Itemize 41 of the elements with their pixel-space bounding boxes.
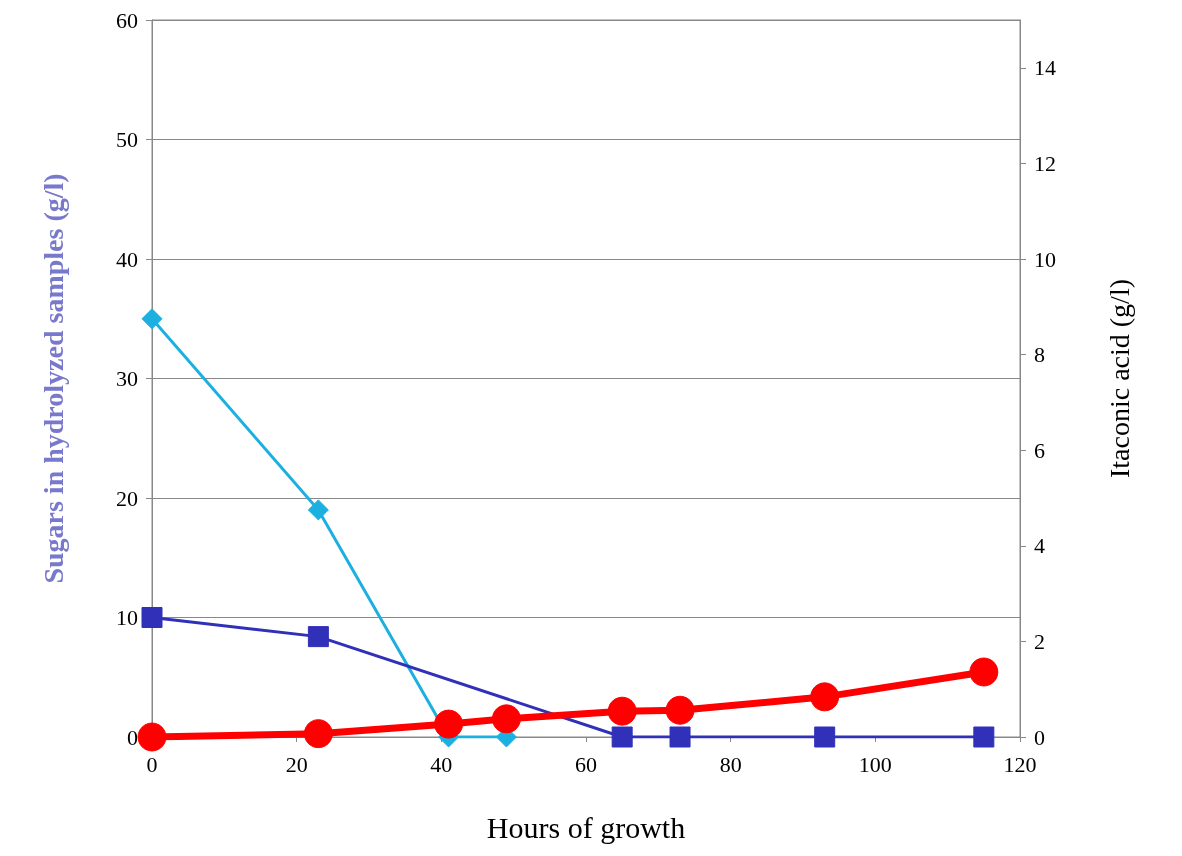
point — [973, 726, 995, 748]
y2-tick-label: 8 — [1034, 342, 1045, 368]
point — [665, 695, 695, 725]
x-axis-title: Hours of growth — [486, 810, 686, 844]
x-tick-label: 60 — [575, 751, 597, 777]
y2-tick-label: 2 — [1034, 628, 1045, 654]
point — [607, 696, 637, 726]
y2-tick-label: 0 — [1034, 724, 1045, 750]
y-tick-label: 10 — [116, 605, 138, 630]
point — [137, 722, 167, 752]
y2-tick-label: 4 — [1034, 533, 1045, 559]
point — [491, 704, 521, 734]
y-tick-label: 30 — [116, 366, 138, 391]
point — [669, 726, 691, 748]
point — [141, 308, 163, 330]
y-tick-label: 50 — [116, 127, 138, 152]
x-tick-label: 100 — [858, 751, 892, 777]
point — [434, 709, 464, 739]
x-tick-label: 40 — [430, 751, 453, 777]
y2-axis-title: Itaconic acid (g/l) — [1103, 278, 1135, 479]
y-tick-label: 60 — [116, 7, 138, 33]
point — [307, 626, 329, 648]
x-tick-label: 80 — [719, 751, 742, 777]
y2-tick-label: 12 — [1034, 150, 1056, 176]
y-axis-title: Sugars in hydrolyzed samples (g/l) — [37, 173, 69, 584]
point — [810, 682, 840, 712]
y-tick-label: 0 — [127, 724, 138, 750]
y2-tick-label: 6 — [1034, 437, 1045, 463]
point — [814, 726, 836, 748]
y2-tick-label: 14 — [1034, 55, 1056, 81]
x-tick-label: 0 — [146, 751, 158, 777]
y-tick-label: 20 — [116, 485, 138, 511]
x-tick-label: 120 — [1003, 751, 1037, 777]
y-tick-label: 40 — [116, 246, 138, 272]
point — [141, 607, 163, 628]
point — [303, 719, 333, 749]
point — [611, 726, 633, 748]
point — [969, 657, 999, 687]
point — [307, 499, 329, 521]
y2-tick-label: 10 — [1034, 246, 1056, 272]
x-tick-label: 20 — [285, 751, 308, 777]
